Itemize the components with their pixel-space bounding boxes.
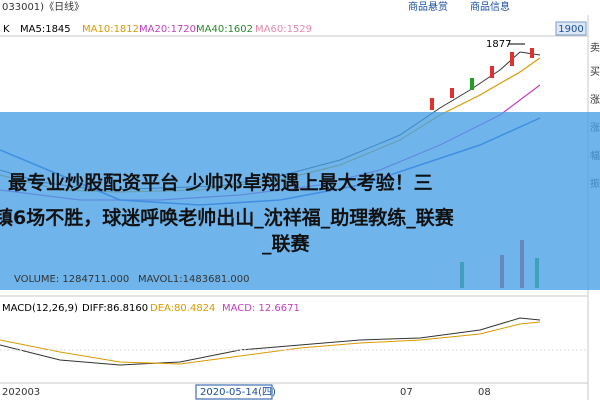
banner-title: 镇6场不胜，球迷呼唤老帅出山_沈祥福_助理教练_联赛 [0,207,454,229]
volume-label: VOLUME: 1284711.000 [14,274,129,285]
high-label: 1877 [486,39,511,50]
banner-title: 最专业炒股配资平台 少帅邓卓翔遇上最大考验！三 [8,172,433,194]
side-label: 卖 [590,42,600,54]
side-label: 涨 [590,94,600,106]
date-label: 08 [478,387,491,398]
date-label: 07 [400,387,413,398]
link[interactable]: 商品信息 [470,0,510,13]
stock-code: 033001)《日线》 [2,0,84,13]
ma20: MA20:1720 [139,24,196,35]
candle [450,88,454,98]
dea-line [0,321,541,365]
ma5: MA5:1845 [20,24,71,35]
candles [430,48,534,110]
macd-label: MACD(12,26,9) [2,303,78,314]
candle [510,52,514,66]
price-box [555,21,587,36]
mavol-label: MAVOL1:1483681.000 [138,274,249,285]
date-label: 202003 [2,387,40,398]
dea-label: DEA:80.4824 [150,303,215,314]
ma10: MA10:1812 [82,24,139,35]
k-label: K [3,24,10,35]
side-label: 买 [590,66,600,78]
ma60: MA60:1529 [255,24,312,35]
candle [530,48,534,58]
cursor-date-box [195,384,273,400]
diff-label: DIFF:86.8160 [82,303,148,314]
candle [490,66,494,78]
link[interactable]: 商品悬赏 [408,0,448,13]
candle [430,98,434,110]
date-label: 2020-05-14(四) [200,387,276,398]
candle [470,78,474,90]
banner-title: _联赛 [262,233,310,255]
ma40: MA40:1602 [196,24,253,35]
banner [0,112,600,290]
macd-value: MACD: 12.6671 [222,303,300,314]
price-box-text: 1900 [558,24,583,35]
diff-line [0,317,541,366]
